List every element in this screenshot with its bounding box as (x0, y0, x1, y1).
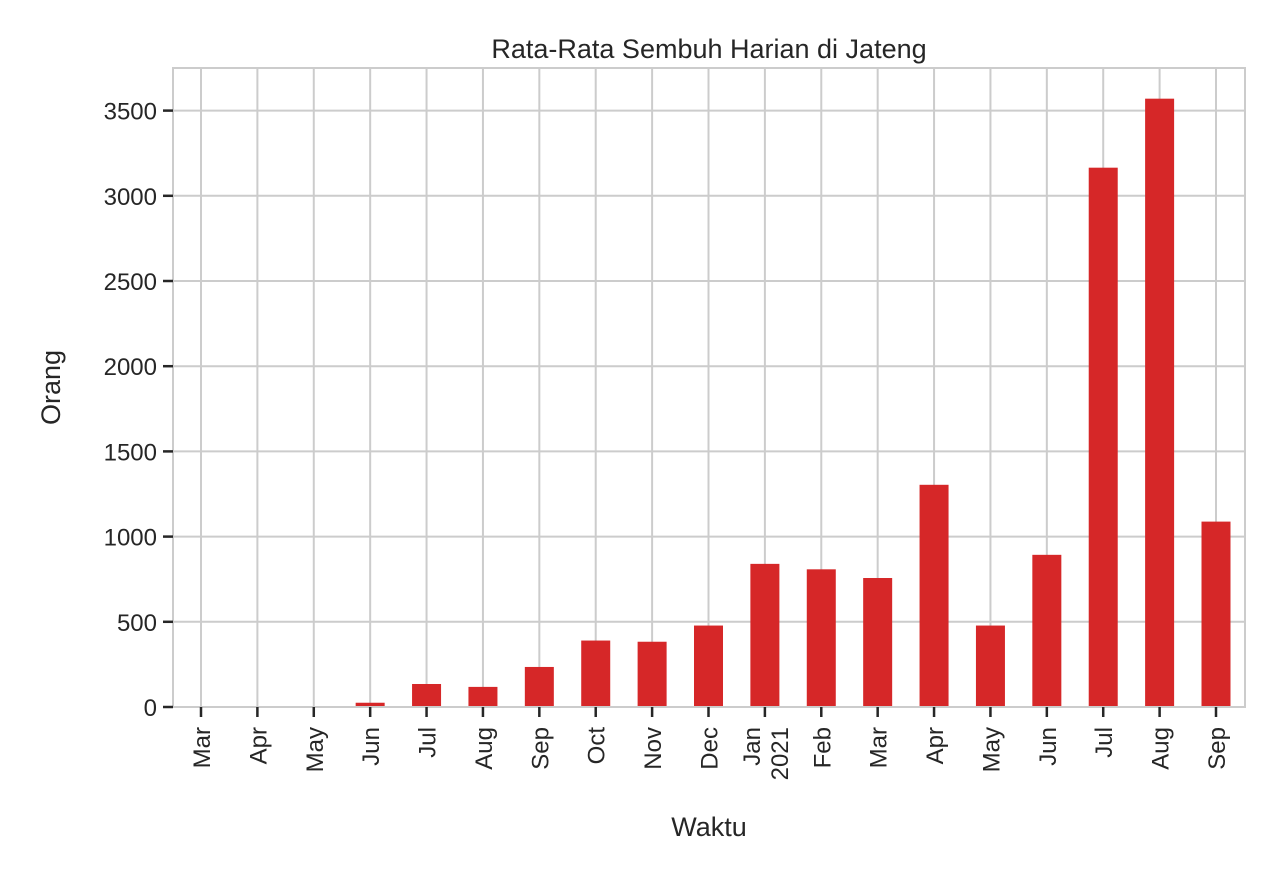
bar (637, 641, 667, 707)
bar (694, 625, 723, 707)
bar (863, 578, 893, 707)
x-axis-label: Waktu (671, 812, 747, 842)
x-tick-label: Mar (866, 727, 893, 768)
chart-title: Rata-Rata Sembuh Harian di Jateng (491, 34, 926, 64)
bar-layer (355, 98, 1231, 707)
x-tick-label: Feb (809, 727, 836, 768)
x-tick-label: Dec (697, 727, 724, 770)
bar (524, 666, 554, 707)
bar (355, 702, 385, 707)
y-tick-label: 2000 (104, 354, 157, 381)
bar (412, 683, 442, 707)
y-tick-label: 3500 (104, 99, 157, 126)
bar (581, 640, 611, 707)
x-tick-label: Sep (1204, 727, 1231, 770)
bar (1088, 167, 1118, 707)
x-tick-label: Apr (245, 727, 272, 764)
x-tick-label: May (978, 727, 1005, 772)
x-tick-label: Nov (640, 727, 667, 770)
x-tick-label: Aug (1148, 727, 1175, 770)
x-tick-label: Mar (189, 727, 216, 768)
y-axis-label: Orang (36, 350, 66, 425)
x-tick-label: Jul (415, 727, 442, 758)
bar (975, 625, 1005, 707)
tick-layer: 0 500 1000 1500 2000 2500 3000 3500 Mar Apr May Jun… (104, 99, 1231, 781)
x-tick-label: Jun (1035, 727, 1062, 766)
y-tick-label: 1500 (104, 439, 157, 466)
y-tick-label: 2500 (104, 269, 157, 296)
y-tick-label: 500 (117, 610, 157, 637)
x-tick-label: Sep (527, 727, 554, 770)
x-tick-label: Apr (922, 727, 949, 764)
y-tick-label: 3000 (104, 184, 157, 211)
x-tick-label: May (302, 727, 329, 772)
x-tick-label: Jul (1091, 727, 1118, 758)
bar (1032, 554, 1062, 707)
bar (919, 484, 949, 707)
bar (806, 569, 836, 707)
y-tick-label: 0 (144, 695, 157, 722)
bar (750, 563, 780, 707)
x-tick-label: Jan2021 (739, 727, 794, 780)
y-tick-label: 1000 (104, 525, 157, 552)
bar (468, 686, 498, 707)
grid-layer (173, 68, 1245, 708)
x-tick-label: Oct (584, 727, 611, 765)
bar (1201, 521, 1231, 707)
x-tick-label: Jun (358, 727, 385, 766)
x-tick-label: Aug (471, 727, 498, 770)
bar (1145, 98, 1175, 707)
